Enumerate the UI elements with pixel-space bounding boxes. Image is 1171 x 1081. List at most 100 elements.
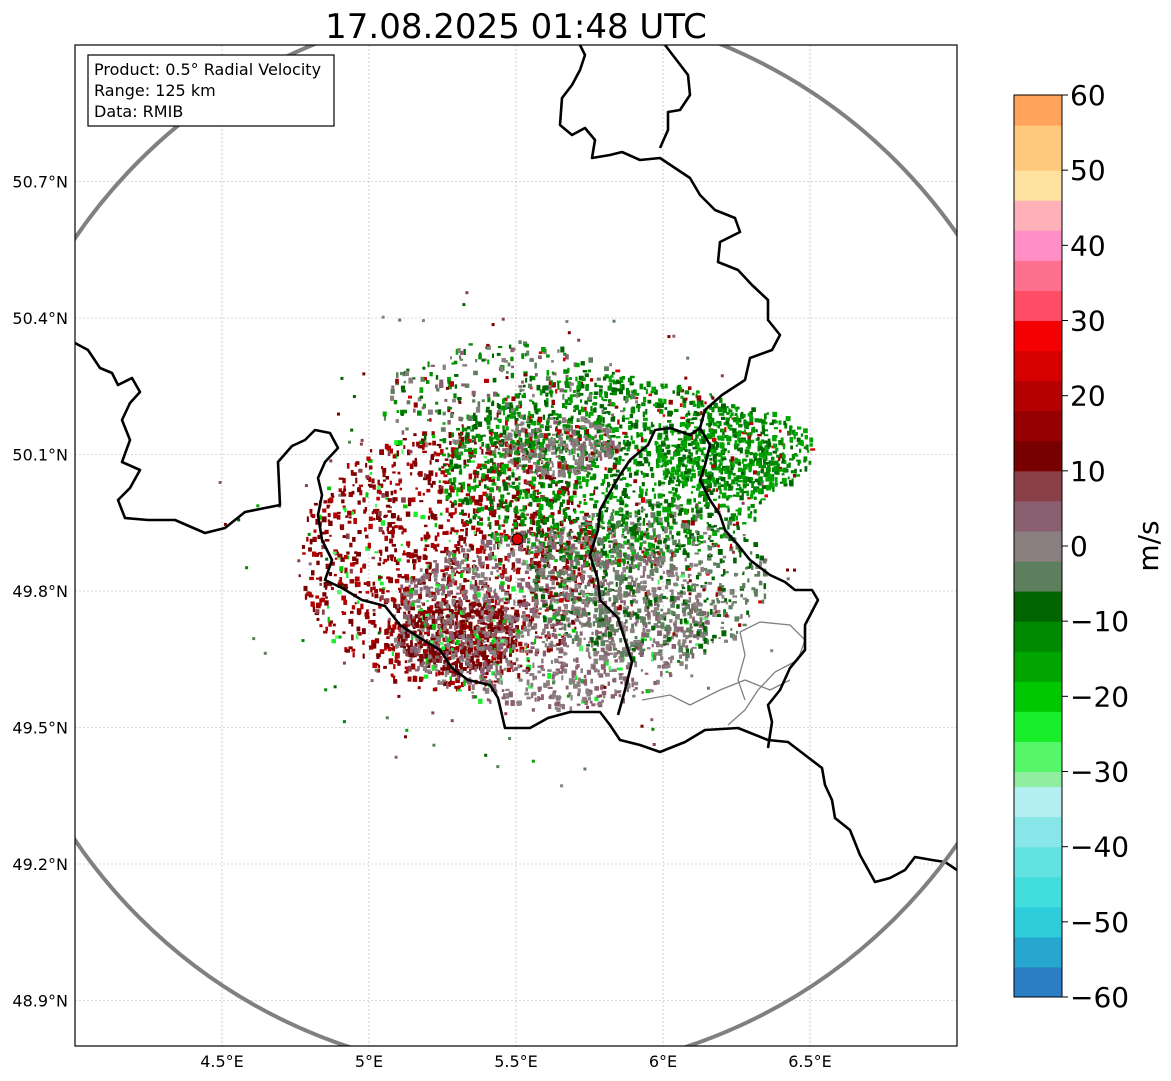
echo-pixel xyxy=(505,598,509,601)
echo-pixel xyxy=(378,490,382,495)
echo-pixel xyxy=(412,600,418,603)
echo-pixel xyxy=(493,431,499,435)
echo-pixel xyxy=(577,481,582,485)
echo-pixel xyxy=(673,504,677,507)
echo-pixel xyxy=(711,417,715,423)
echo-pixel xyxy=(456,657,461,663)
echo-pixel xyxy=(643,553,648,559)
echo-pixel xyxy=(652,638,656,644)
echo-pixel xyxy=(768,460,774,466)
echo-pixel xyxy=(591,642,594,648)
echo-pixel xyxy=(734,431,740,434)
echo-pixel xyxy=(621,698,625,704)
echo-pixel xyxy=(485,671,489,676)
echo-pixel xyxy=(472,508,476,515)
echo-pixel xyxy=(608,376,612,383)
echo-pixel xyxy=(593,668,598,673)
echo-pixel xyxy=(627,581,632,587)
echo-pixel xyxy=(326,605,330,609)
echo-pixel xyxy=(535,605,538,608)
echo-pixel xyxy=(514,612,518,616)
echo-pixel xyxy=(438,467,441,471)
echo-pixel xyxy=(446,657,451,661)
echo-pixel xyxy=(397,471,401,475)
echo-pixel xyxy=(642,532,646,536)
echo-pixel xyxy=(553,566,557,572)
echo-pixel xyxy=(557,385,560,390)
echo-pixel xyxy=(465,493,470,497)
echo-pixel xyxy=(804,466,808,472)
echo-pixel xyxy=(666,470,671,474)
echo-pixel xyxy=(338,579,342,584)
echo-pixel xyxy=(457,685,461,689)
echo-pixel xyxy=(684,534,688,538)
echo-pixel xyxy=(431,658,437,663)
echo-pixel xyxy=(712,529,718,536)
echo-pixel xyxy=(439,613,443,617)
echo-pixel xyxy=(448,609,454,613)
echo-pixel xyxy=(455,615,458,621)
echo-pixel xyxy=(618,673,624,676)
echo-pixel xyxy=(538,458,542,461)
echo-pixel xyxy=(440,449,444,455)
echo-pixel xyxy=(692,413,696,417)
echo-pixel xyxy=(593,658,599,665)
echo-pixel xyxy=(721,436,725,441)
echo-pixel xyxy=(696,531,700,536)
echo-pixel xyxy=(488,507,493,511)
echo-pixel xyxy=(319,583,322,586)
echo-pixel xyxy=(404,660,408,664)
echo-pixel xyxy=(338,477,344,480)
echo-pixel xyxy=(558,622,564,626)
echo-pixel xyxy=(508,475,511,481)
echo-pixel xyxy=(537,696,540,702)
echo-pixel xyxy=(449,611,452,616)
echo-pixel xyxy=(664,460,667,465)
echo-pixel xyxy=(564,615,567,620)
echo-pixel xyxy=(423,631,429,635)
echo-pixel xyxy=(611,402,615,407)
echo-pixel xyxy=(717,435,722,441)
echo-pixel xyxy=(645,488,648,492)
echo-pixel xyxy=(680,471,684,477)
echo-pixel xyxy=(384,535,388,541)
echo-pixel xyxy=(583,562,586,568)
echo-pixel xyxy=(509,538,513,543)
echo-pixel xyxy=(608,666,612,671)
echo-pixel xyxy=(610,374,614,378)
echo-pixel xyxy=(348,516,352,519)
echo-pixel xyxy=(552,690,557,693)
echo-pixel xyxy=(419,630,422,635)
echo-pixel xyxy=(365,616,370,620)
echo-pixel xyxy=(746,432,751,436)
echo-pixel xyxy=(394,548,398,553)
echo-pixel xyxy=(463,449,469,452)
echo-pixel xyxy=(508,626,512,633)
echo-pixel xyxy=(518,588,524,593)
echo-pixel xyxy=(513,522,518,528)
echo-pixel xyxy=(428,651,432,657)
echo-pixel xyxy=(528,649,533,654)
echo-pixel xyxy=(440,470,445,475)
echo-pixel xyxy=(356,551,361,557)
echo-pixel xyxy=(381,466,384,470)
echo-pixel xyxy=(595,449,598,454)
echo-pixel xyxy=(742,522,747,525)
echo-pixel xyxy=(691,418,694,421)
echo-pixel xyxy=(805,444,809,451)
echo-pixel xyxy=(327,519,330,522)
echo-pixel xyxy=(556,526,560,532)
echo-pixel xyxy=(753,516,757,522)
echo-pixel xyxy=(333,573,337,577)
echo-pixel xyxy=(393,664,396,670)
echo-pixel xyxy=(570,695,573,701)
echo-pixel xyxy=(580,668,583,674)
echo-pixel xyxy=(370,620,376,625)
echo-pixel xyxy=(526,628,531,632)
echo-pixel xyxy=(515,505,518,512)
echo-pixel xyxy=(436,636,441,642)
echo-pixel xyxy=(424,473,427,478)
echo-pixel xyxy=(463,625,469,629)
echo-pixel xyxy=(323,630,328,634)
echo-pixel xyxy=(641,402,646,407)
